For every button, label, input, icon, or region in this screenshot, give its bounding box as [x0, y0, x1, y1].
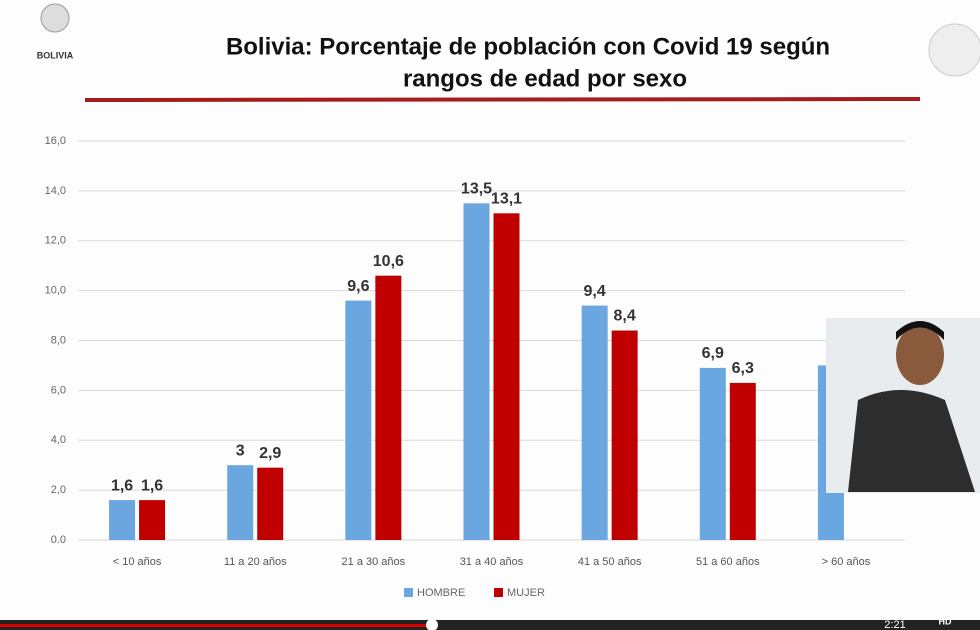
value-label: 1,6: [141, 477, 163, 494]
x-tick-label: 11 a 20 años: [224, 556, 287, 568]
bar: [581, 305, 608, 540]
x-tick-label: 21 a 30 años: [342, 556, 406, 568]
bar: [139, 500, 166, 540]
y-tick-label: 14,0: [45, 185, 66, 197]
legend-label: MUJER: [507, 587, 545, 599]
channel-logo: [928, 23, 980, 77]
progress-handle[interactable]: [426, 619, 438, 630]
interpreter-head: [896, 325, 944, 385]
player-bar: [0, 620, 980, 630]
value-label: 8,4: [614, 308, 636, 325]
bar: [729, 382, 756, 540]
progress: [0, 624, 432, 627]
value-label: 13,5: [461, 181, 492, 198]
title-rule: [84, 97, 921, 102]
bar: [375, 275, 402, 540]
bar: [699, 367, 726, 540]
bar: [463, 203, 490, 540]
chart-title: Bolivia: Porcentaje de población con Cov…: [226, 33, 830, 60]
value-label: 13,1: [491, 191, 522, 208]
value-label: 10,6: [373, 253, 404, 270]
bar: [493, 213, 520, 540]
interpreter-body: [848, 390, 975, 492]
legend-swatch: [404, 588, 413, 597]
x-tick-label: < 10 años: [113, 556, 162, 568]
bar: [227, 465, 254, 540]
bar: [257, 467, 284, 540]
value-label: 6,3: [732, 360, 754, 377]
y-tick-label: 2,0: [51, 484, 66, 496]
y-tick-label: 16,0: [45, 135, 66, 147]
x-tick-label: > 60 años: [822, 556, 871, 568]
y-tick-label: 10,0: [45, 285, 66, 297]
value-label: 6,9: [702, 345, 724, 362]
y-tick-label: 12,0: [45, 235, 66, 247]
x-tick-label: 31 a 40 años: [460, 556, 524, 568]
legend-swatch: [494, 588, 503, 597]
value-label: 2,9: [259, 445, 281, 462]
chart-title: rangos de edad por sexo: [403, 65, 687, 92]
logo-text: BOLIVIA: [37, 50, 74, 60]
bar: [345, 300, 372, 540]
bar: [611, 330, 638, 540]
interpreter-hair: [896, 321, 944, 340]
quality-badge[interactable]: HD: [939, 616, 952, 626]
player-time: 2:21: [884, 619, 905, 630]
y-tick-label: 6,0: [51, 384, 66, 396]
legend-label: HOMBRE: [417, 587, 465, 599]
bar: [109, 500, 136, 540]
value-label: 9,6: [347, 278, 369, 295]
logo-emblem: [40, 3, 70, 33]
y-tick-label: 4,0: [51, 434, 66, 446]
value-label: 3: [236, 442, 245, 459]
value-label: 1,6: [111, 477, 133, 494]
x-tick-label: 41 a 50 años: [578, 556, 642, 568]
x-tick-label: 51 a 60 años: [696, 556, 760, 568]
interpreter-overlay: [826, 318, 980, 493]
y-tick-label: 8,0: [51, 334, 66, 346]
value-label: 9,4: [584, 283, 606, 300]
y-tick-label: 0.0: [51, 534, 66, 546]
